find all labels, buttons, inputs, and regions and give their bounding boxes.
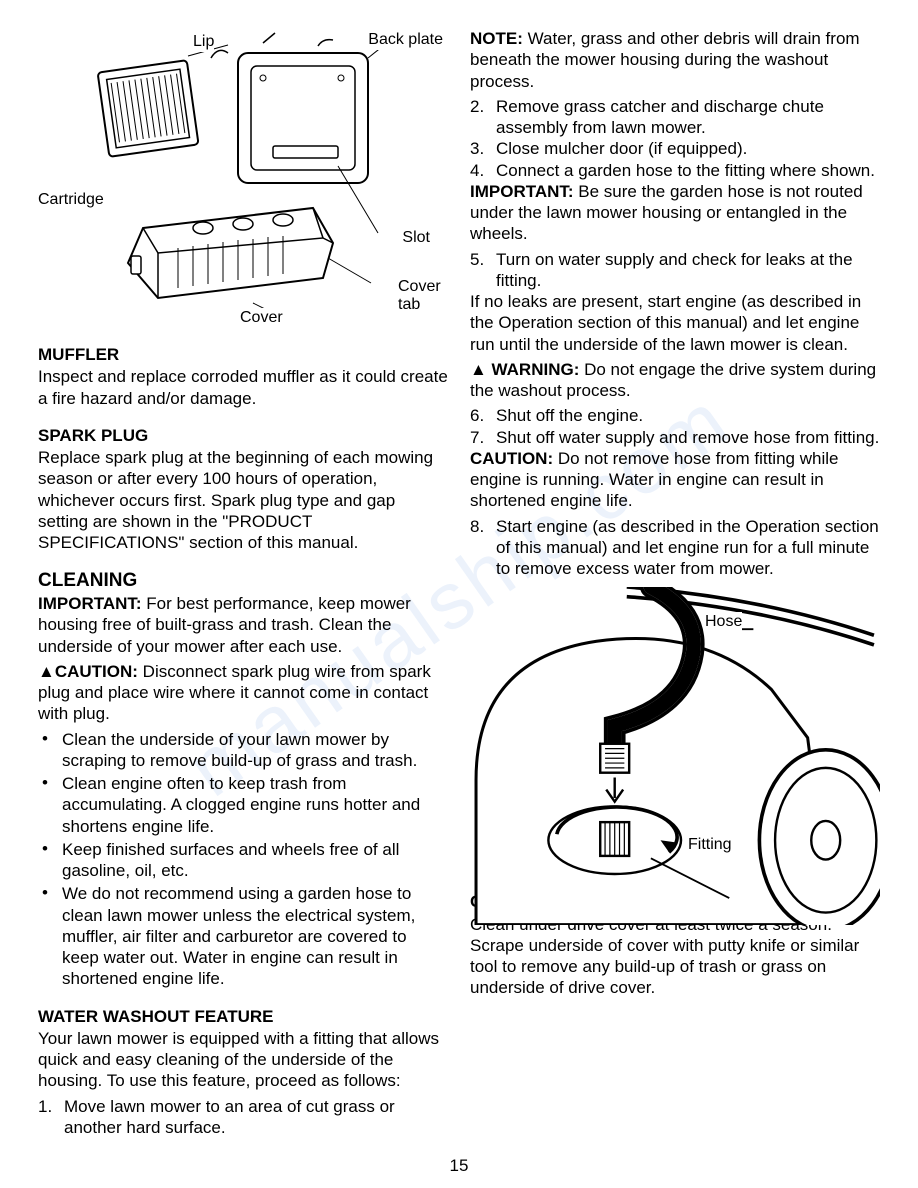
preengine: If no leaks are present, start engine (a… bbox=[470, 291, 880, 355]
step-text: Turn on water supply and check for leaks… bbox=[496, 250, 853, 290]
heading-cleaning: CLEANING bbox=[38, 569, 448, 593]
left-column: Lip Back plate Cartridge Slot Cover Cove… bbox=[38, 28, 448, 1138]
caution2: CAUTION: Do not remove hose from fitting… bbox=[470, 448, 880, 512]
muffler-text: Inspect and replace corroded muffler as … bbox=[38, 366, 448, 409]
label-cover-tab: Cover tab bbox=[398, 278, 448, 313]
important2-label: IMPORTANT: bbox=[470, 182, 574, 201]
step-item: 6. Shut off the engine. bbox=[470, 405, 880, 426]
step-item: 2. Remove grass catcher and discharge chu… bbox=[470, 96, 880, 139]
step-item: 8. Start engine (as described in the Oper… bbox=[470, 516, 880, 580]
note-text: Water, grass and other debris will drain… bbox=[470, 29, 860, 91]
step-text: Remove grass catcher and discharge chute… bbox=[496, 97, 824, 137]
step-item: 1. Move lawn mower to an area of cut gras… bbox=[38, 1096, 448, 1139]
step-text: Connect a garden hose to the fitting whe… bbox=[496, 161, 875, 180]
label-fitting: Fitting bbox=[688, 835, 732, 855]
steps-d: 8. Start engine (as described in the Oper… bbox=[470, 516, 880, 580]
hose-fitting-diagram: Hose Fitting bbox=[470, 587, 880, 867]
step-num: 3. bbox=[470, 138, 484, 159]
important2: IMPORTANT: Be sure the garden hose is no… bbox=[470, 181, 880, 245]
step-item: 7. Shut off water supply and remove hose … bbox=[470, 427, 880, 448]
steps-a: 2. Remove grass catcher and discharge chu… bbox=[470, 96, 880, 181]
step-item: 3. Close mulcher door (if equipped). bbox=[470, 138, 880, 159]
step-num: 5. bbox=[470, 249, 484, 270]
right-column: NOTE: Water, grass and other debris will… bbox=[470, 28, 880, 1138]
air-filter-diagram: Lip Back plate Cartridge Slot Cover Cove… bbox=[38, 28, 448, 328]
step-text: Start engine (as described in the Operat… bbox=[496, 517, 879, 579]
label-lip: Lip bbox=[193, 32, 214, 52]
drive-cover-text: Clean under drive cover at least twice a… bbox=[470, 914, 880, 999]
label-back-plate: Back plate bbox=[368, 30, 443, 50]
spark-plug-text: Replace spark plug at the beginning of e… bbox=[38, 447, 448, 553]
step-text: Close mulcher door (if equipped). bbox=[496, 139, 747, 158]
warning-paragraph: ▲ WARNING: Do not engage the drive syste… bbox=[470, 359, 880, 402]
note-label: NOTE: bbox=[470, 29, 523, 48]
cleaning-caution: ▲CAUTION: Disconnect spark plug wire fro… bbox=[38, 661, 448, 725]
step-text: Shut off water supply and remove hose fr… bbox=[496, 428, 879, 447]
label-hose: Hose bbox=[705, 612, 742, 632]
step-num: 8. bbox=[470, 516, 484, 537]
bullet-item: Clean the underside of your lawn mower b… bbox=[56, 729, 448, 772]
important-label: IMPORTANT: bbox=[38, 594, 142, 613]
bullet-item: Clean engine often to keep trash from ac… bbox=[56, 773, 448, 837]
washout-intro: Your lawn mower is equipped with a fitti… bbox=[38, 1028, 448, 1092]
step-num: 7. bbox=[470, 427, 484, 448]
cleaning-bullets: Clean the underside of your lawn mower b… bbox=[38, 729, 448, 990]
warning-icon: ▲ bbox=[38, 662, 55, 681]
cleaning-important: IMPORTANT: For best performance, keep mo… bbox=[38, 593, 448, 657]
step-num: 4. bbox=[470, 160, 484, 181]
label-cartridge: Cartridge bbox=[38, 190, 104, 210]
caution-label: CAUTION: bbox=[55, 662, 138, 681]
step-item: 5. Turn on water supply and check for lea… bbox=[470, 249, 880, 292]
label-cover: Cover bbox=[240, 308, 283, 328]
bullet-item: We do not recommend using a garden hose … bbox=[56, 883, 448, 989]
steps-b: 5. Turn on water supply and check for lea… bbox=[470, 249, 880, 292]
note-paragraph: NOTE: Water, grass and other debris will… bbox=[470, 28, 880, 92]
heading-washout: WATER WASHOUT FEATURE bbox=[38, 1006, 448, 1027]
steps-c: 6. Shut off the engine. 7. Shut off water … bbox=[470, 405, 880, 448]
bullet-item: Keep finished surfaces and wheels free o… bbox=[56, 839, 448, 882]
step-num: 6. bbox=[470, 405, 484, 426]
caution2-label: CAUTION: bbox=[470, 449, 553, 468]
step-text: Move lawn mower to an area of cut grass … bbox=[64, 1097, 395, 1137]
heading-muffler: MUFFLER bbox=[38, 344, 448, 365]
label-slot: Slot bbox=[402, 228, 430, 248]
step-item: 4. Connect a garden hose to the fitting w… bbox=[470, 160, 880, 181]
step-num: 2. bbox=[470, 96, 484, 117]
washout-steps: 1. Move lawn mower to an area of cut gras… bbox=[38, 1096, 448, 1139]
step-text: Shut off the engine. bbox=[496, 406, 643, 425]
step-num: 1. bbox=[38, 1096, 52, 1117]
heading-spark-plug: SPARK PLUG bbox=[38, 425, 448, 446]
warning-label: WARNING: bbox=[487, 360, 580, 379]
page-number: 15 bbox=[450, 1155, 469, 1176]
warning-icon: ▲ bbox=[470, 360, 487, 379]
